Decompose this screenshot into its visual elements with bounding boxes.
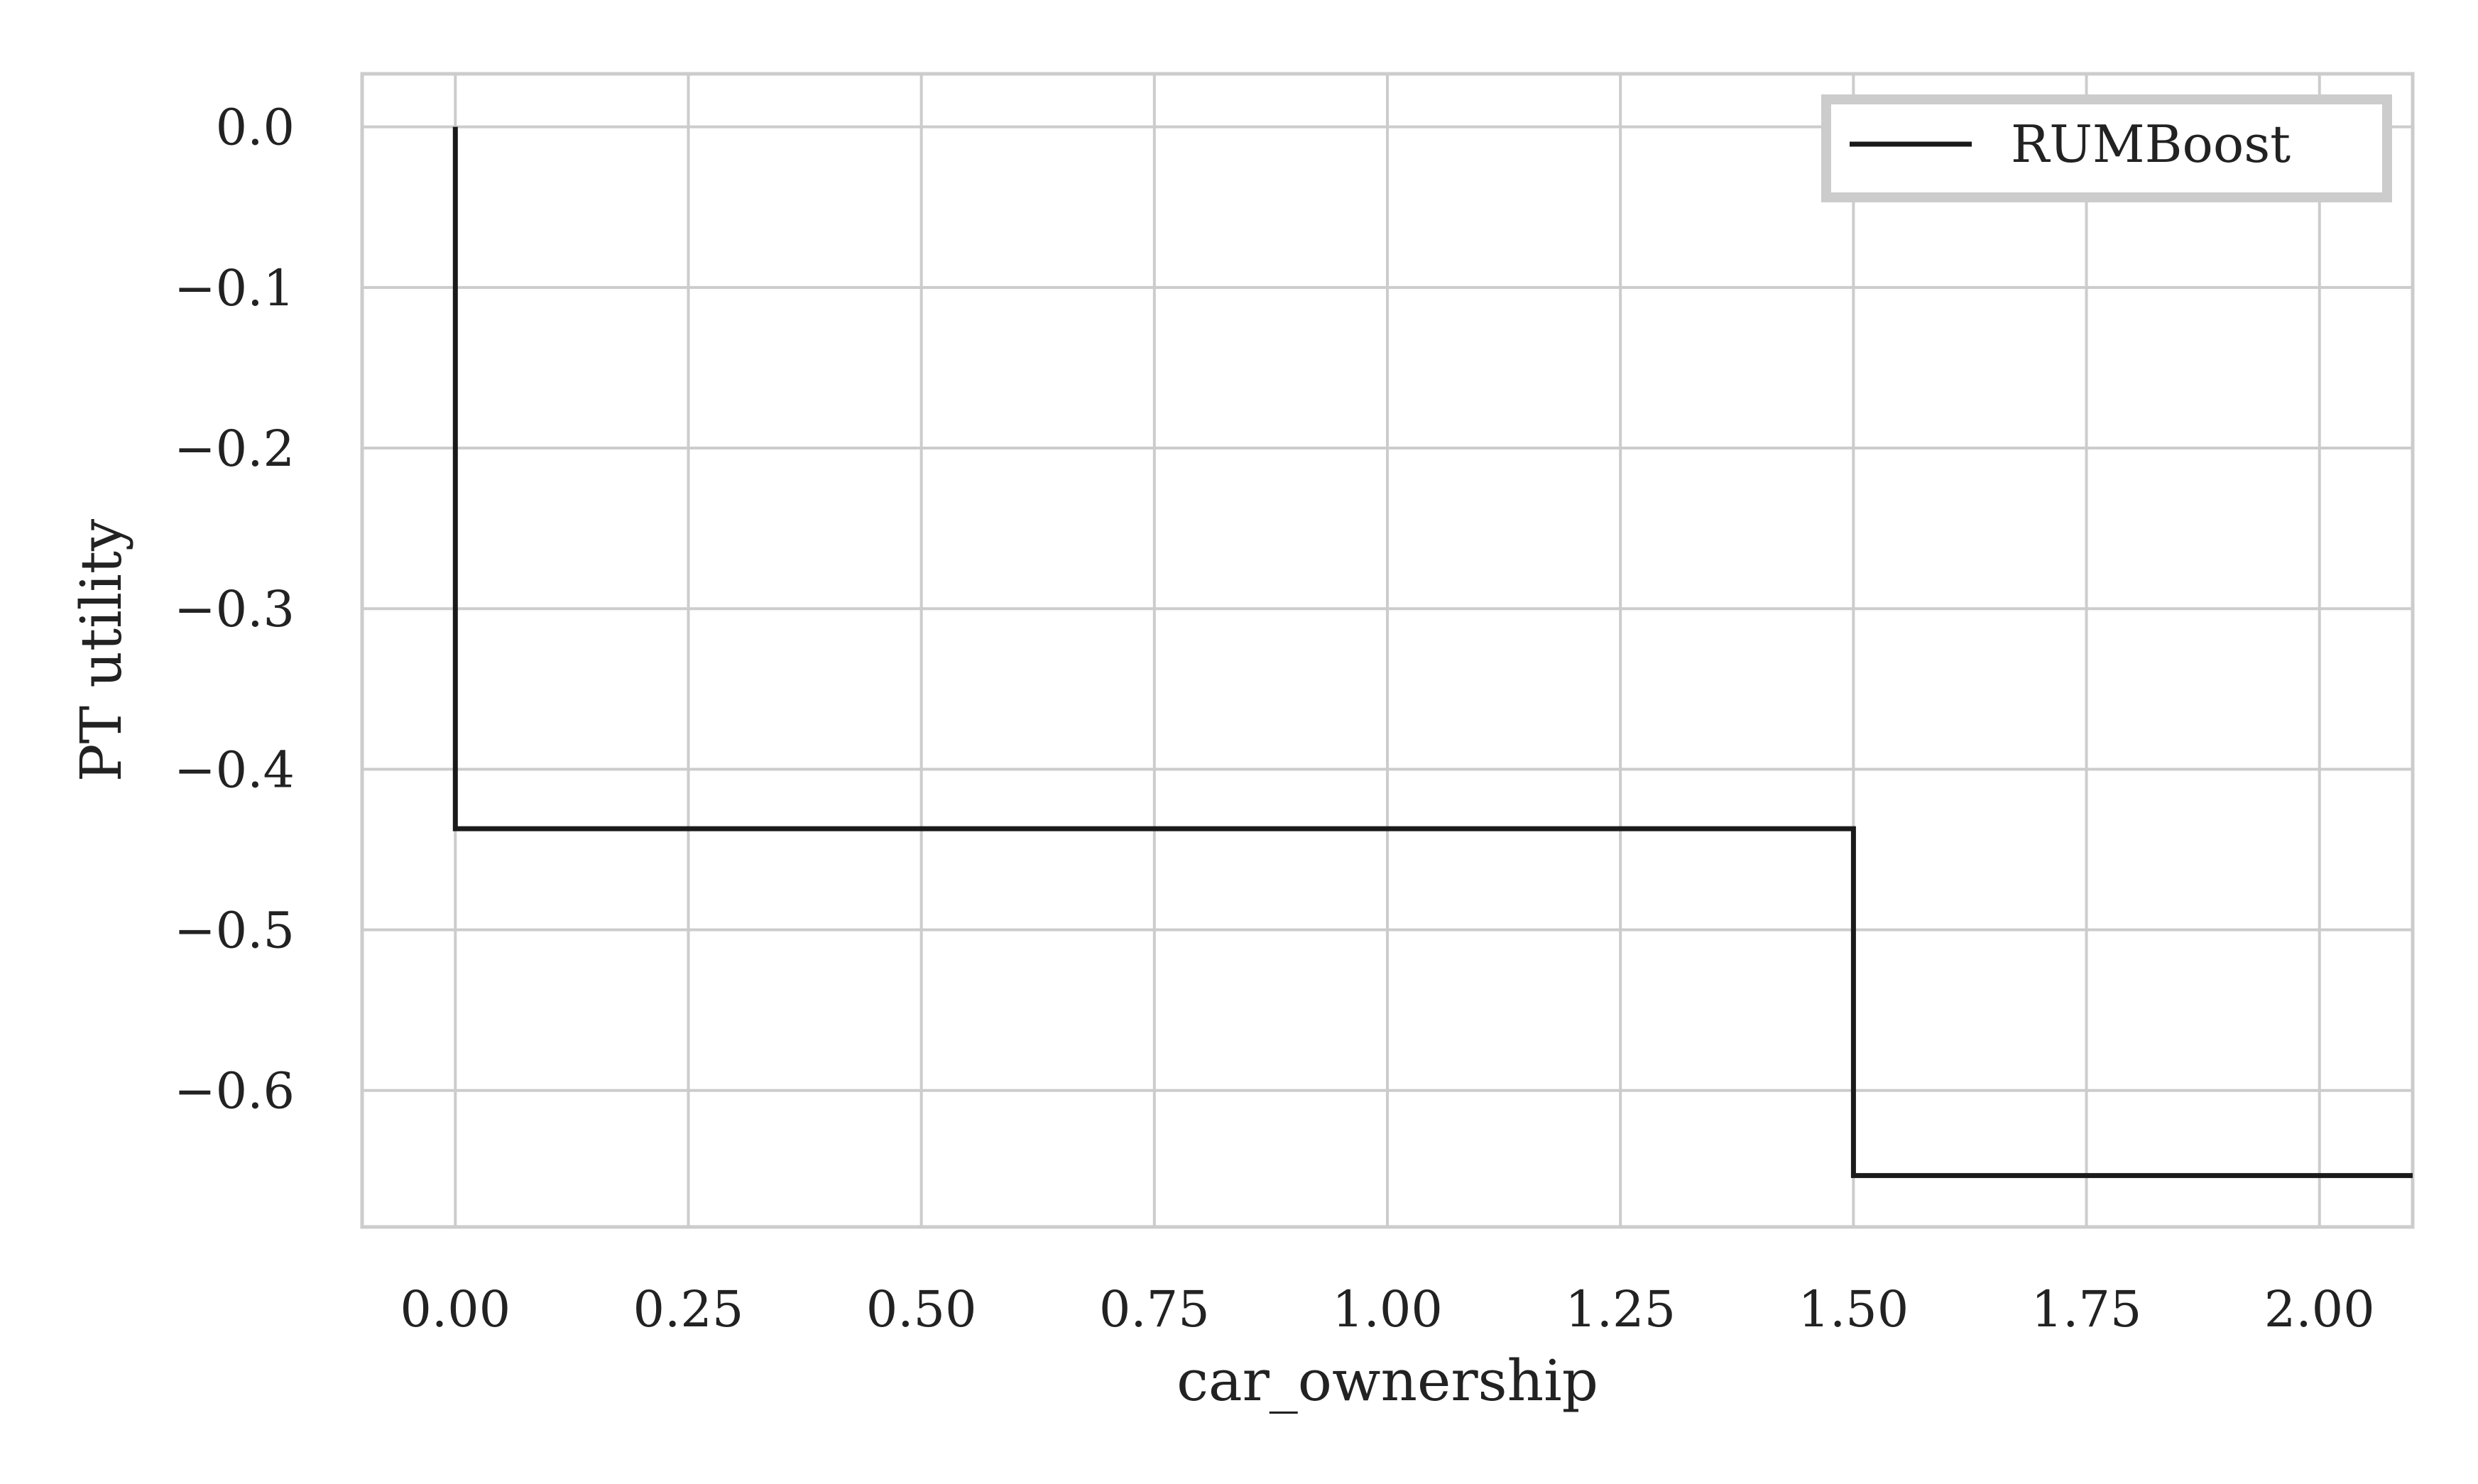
grid <box>362 74 2413 1227</box>
x-tick-label: 2.00 <box>2264 1280 2375 1338</box>
x-tick-label: 0.25 <box>633 1280 744 1338</box>
legend: RUMBoost <box>1821 94 2392 202</box>
x-tick-label: 1.50 <box>1798 1280 1909 1338</box>
x-tick-labels: 0.00 0.25 0.50 0.75 1.00 1.25 1.50 1.75 2.00 <box>400 1280 2374 1338</box>
series-line-rumboost <box>452 126 2413 1179</box>
x-tick-label: 1.00 <box>1332 1280 1443 1338</box>
y-axis-label: PT utility <box>68 519 134 782</box>
x-tick-label: 0.75 <box>1099 1280 1210 1338</box>
x-tick-label: 0.00 <box>400 1280 511 1338</box>
x-tick-label: 1.75 <box>2031 1280 2142 1338</box>
y-tick-label: −0.5 <box>174 902 295 960</box>
legend-label: RUMBoost <box>2011 114 2291 174</box>
x-tick-label: 0.50 <box>866 1280 977 1338</box>
y-tick-label: −0.6 <box>174 1062 295 1120</box>
y-tick-label: −0.2 <box>174 420 295 478</box>
y-tick-label: −0.3 <box>174 580 295 638</box>
y-tick-label: 0.0 <box>216 99 295 157</box>
series-layer <box>452 126 2413 1179</box>
y-tick-label: −0.4 <box>174 741 295 799</box>
x-axis-label: car_ownership <box>1177 1348 1598 1414</box>
legend-box <box>1821 94 2392 202</box>
plot-frame <box>360 72 2415 1229</box>
y-tick-label: −0.1 <box>174 259 295 317</box>
x-tick-label: 1.25 <box>1565 1280 1676 1338</box>
y-tick-labels: 0.0 −0.1 −0.2 −0.3 −0.4 −0.5 −0.6 <box>174 99 295 1120</box>
